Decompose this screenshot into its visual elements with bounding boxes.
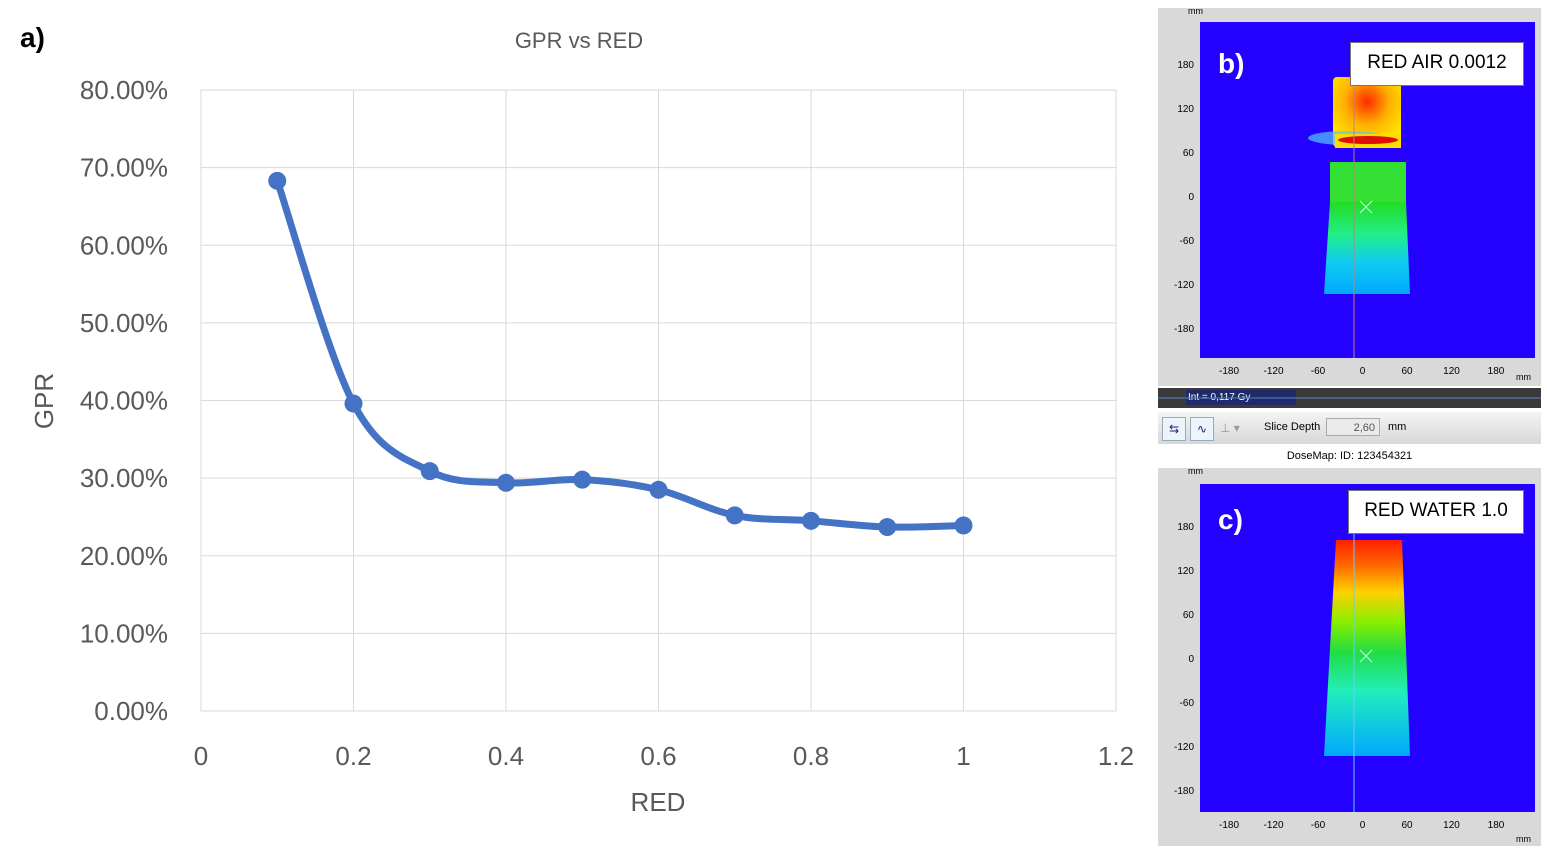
curve-icon[interactable]: ∿: [1190, 417, 1214, 441]
gpr-vs-red-chart: GPR vs RED RED GPR 0.00% 10.00% 20.00% 30.0…: [29, 28, 1134, 817]
dosemap-x-tick-label: 0: [1359, 366, 1366, 377]
dosemap-c-image: [1324, 524, 1410, 812]
data-point: [649, 480, 668, 499]
data-point: [420, 462, 439, 481]
slice-depth-label: Slice Depth: [1264, 421, 1321, 433]
x-tick-label: 1: [956, 741, 970, 771]
dosemap-x-tick-label: -60: [1310, 820, 1326, 831]
y-tick-label: 50.00%: [80, 308, 168, 338]
dosemap-b-unit-right: mm: [1516, 372, 1531, 382]
data-point: [878, 518, 897, 537]
y-tick-label: 40.00%: [80, 386, 168, 416]
dosemap-c-unit-top: mm: [1188, 466, 1203, 476]
dosemap-b-label: RED AIR 0.0012: [1350, 42, 1524, 86]
dosemap-c-panel-letter: c): [1218, 504, 1243, 535]
x-axis-label: RED: [631, 787, 686, 817]
dosemap-x-tick-label: -120: [1263, 366, 1284, 377]
data-point: [954, 516, 973, 535]
dosemap-y-tick-label: 60: [1182, 610, 1194, 621]
dosemap-y-tick-label: 0: [1188, 192, 1194, 203]
y-tick-label: 10.00%: [80, 618, 168, 648]
data-point: [573, 470, 592, 489]
dosemap-title: DoseMap: ID: 123454321: [1158, 444, 1541, 468]
dosemap-c-panel: mm c) RED WATER 1.0 180 120 60 0 -60 -120-: [1158, 466, 1541, 846]
slice-toolbar: ⇆ ∿ ⊥ ▾ Slice Depth 2,60 mm: [1158, 412, 1541, 444]
dosemap-y-tick-label: 120: [1177, 104, 1194, 115]
tool-dropdown-icon[interactable]: ⊥ ▾: [1220, 421, 1240, 435]
dosemap-y-tick-label: 180: [1177, 522, 1194, 533]
dosemap-y-tick-label: -120: [1173, 280, 1194, 291]
dosemap-y-tick-label: -60: [1179, 698, 1194, 709]
status-divider: [1158, 397, 1541, 399]
chart-title: GPR vs RED: [515, 28, 643, 53]
y-tick-label: 60.00%: [80, 230, 168, 260]
dosemap-x-tick-label: 60: [1401, 366, 1413, 377]
x-tick-label: 0.8: [793, 741, 829, 771]
dosemap-x-tick-label: -180: [1218, 366, 1239, 377]
x-tick-label: 0.4: [488, 741, 524, 771]
dosemap-b-canvas[interactable]: b) RED AIR 0.0012: [1200, 22, 1535, 358]
dosemap-y-tick-label: 0: [1188, 654, 1194, 665]
dosemap-y-tick-label: -60: [1179, 236, 1194, 247]
panel-a-label: a): [20, 22, 45, 53]
dosemap-x-tick-label: 180: [1487, 366, 1505, 377]
dosemap-y-tick-label: 120: [1177, 566, 1194, 577]
y-axis-label: GPR: [29, 373, 59, 429]
dosemap-b-unit-top: mm: [1188, 6, 1203, 16]
dosemap-y-tick-label: -180: [1173, 786, 1194, 797]
dosemap-b-panel-letter: b): [1218, 48, 1245, 79]
slice-depth-input[interactable]: 2,60: [1326, 418, 1380, 436]
data-point: [344, 394, 363, 413]
dosemap-y-tick-label: 180: [1177, 60, 1194, 71]
dosemap-x-tick-label: -60: [1310, 366, 1326, 377]
dosemap-x-tick-label: 120: [1443, 820, 1460, 831]
dosemap-x-tick-label: -180: [1218, 820, 1239, 831]
data-point: [725, 506, 744, 525]
x-tick-label: 1.2: [1098, 741, 1134, 771]
data-point: [802, 511, 820, 530]
dosemap-b-panel: mm: [1158, 6, 1541, 386]
dosemap-x-tick-label: -120: [1263, 820, 1284, 831]
dosemap-b-image: [1308, 62, 1410, 358]
dosemap-c-canvas[interactable]: c) RED WATER 1.0: [1200, 484, 1535, 812]
dosemap-y-tick-label: -120: [1173, 742, 1194, 753]
slice-depth-unit: mm: [1388, 421, 1407, 433]
data-point: [268, 171, 287, 190]
data-point: [497, 473, 515, 492]
x-tick-label: 0: [194, 741, 208, 771]
dosemap-y-tick-label: -180: [1173, 324, 1194, 335]
dosemap-x-tick-label: 120: [1443, 366, 1460, 377]
x-tick-label: 0.6: [640, 741, 676, 771]
profile-icon[interactable]: ⇆: [1162, 417, 1186, 441]
dosemap-c-unit-right: mm: [1516, 834, 1531, 844]
dosemap-x-tick-label: 180: [1487, 820, 1505, 831]
y-tick-label: 80.00%: [80, 75, 168, 105]
x-tick-label: 0.2: [335, 741, 371, 771]
y-tick-label: 20.00%: [80, 541, 168, 571]
dosemap-c-label: RED WATER 1.0: [1348, 490, 1524, 534]
dosemap-y-tick-label: 60: [1182, 148, 1194, 159]
dosemap-x-tick-label: 0: [1359, 820, 1366, 831]
dosemap-x-tick-label: 60: [1401, 820, 1413, 831]
status-strip: Int = 0,117 Gy: [1158, 388, 1541, 408]
y-tick-label: 70.00%: [80, 153, 168, 183]
y-tick-label: 0.00%: [94, 696, 168, 726]
y-tick-label: 30.00%: [80, 463, 168, 493]
series-line: [273, 177, 967, 531]
